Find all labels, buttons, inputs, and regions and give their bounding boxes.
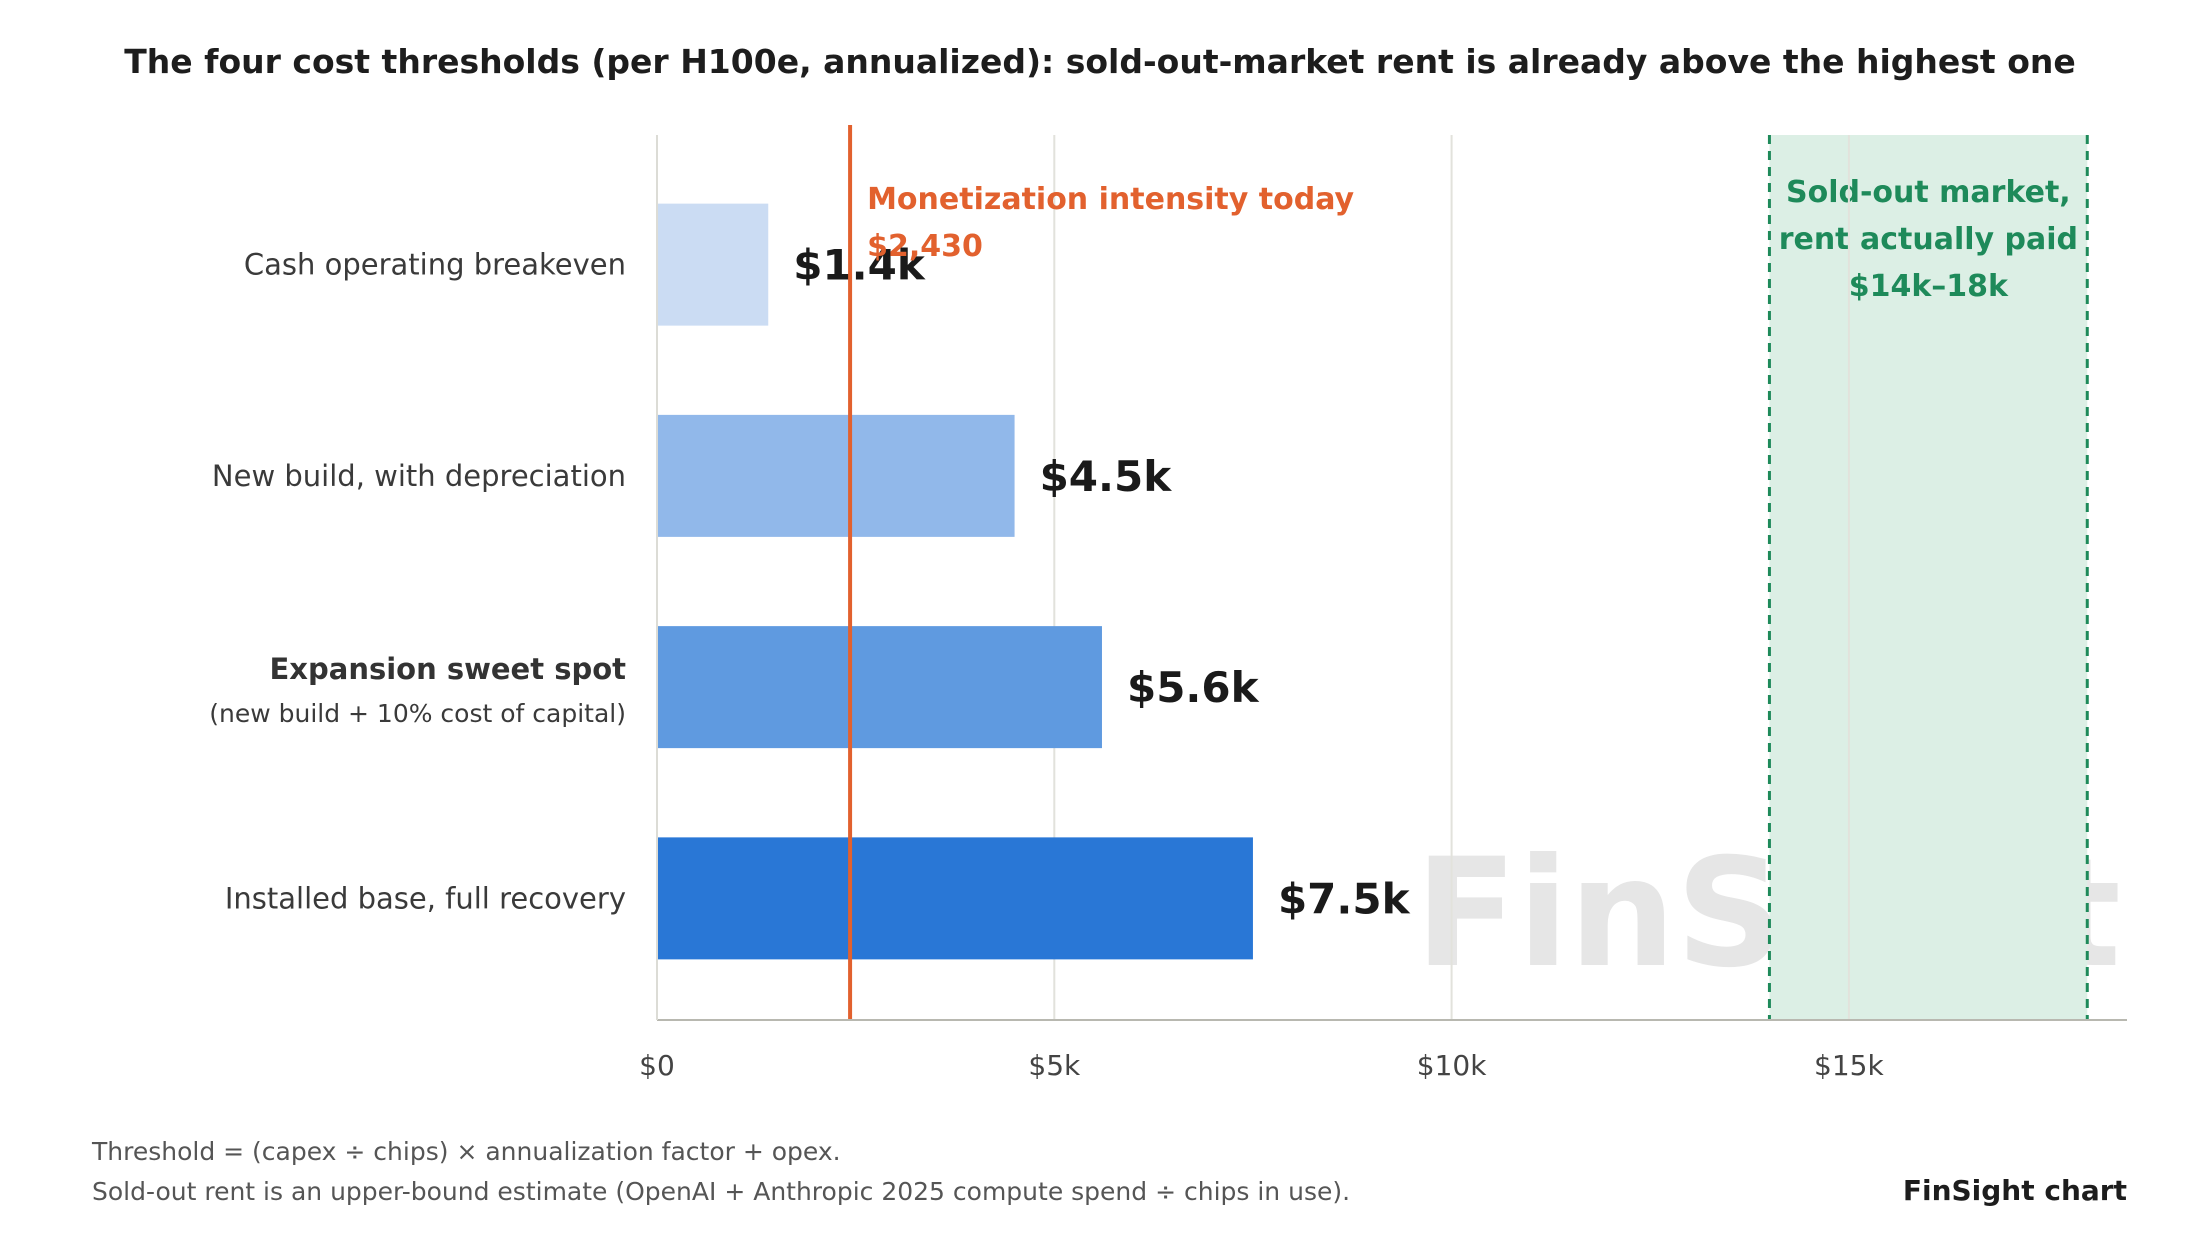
footnote-1: Threshold = (capex ÷ chips) × annualizat…: [91, 1137, 841, 1166]
chart-title: The four cost thresholds (per H100e, ann…: [124, 42, 2076, 81]
shaded-band: [1769, 135, 2088, 1020]
bar: [657, 414, 1015, 537]
x-axis: $0 $5k $10k $15k: [639, 135, 2127, 1082]
shaded-band-label-line: rent actually paid: [1779, 222, 2078, 257]
shaded-band-label-line: Sold-out market,: [1786, 175, 2071, 210]
category-label: Cash operating breakeven: [244, 248, 626, 282]
chart-credit: FinSight chart: [1903, 1174, 2127, 1207]
bars: $1.4k Cash operating breakeven $4.5k New bu…: [209, 203, 1411, 960]
category-label: New build, with depreciation: [212, 459, 626, 493]
reference-line-label: Monetization intensity today: [867, 182, 1354, 217]
x-tick-label: $15k: [1814, 1049, 1884, 1082]
x-tick-label: $5k: [1028, 1049, 1081, 1082]
footnote-2: Sold-out rent is an upper-bound estimate…: [92, 1177, 1350, 1206]
bar: [657, 626, 1102, 749]
shaded-band-group: Sold-out market, rent actually paid $14k–1…: [1767, 135, 2089, 1020]
category-sublabel: (new build + 10% cost of capital): [209, 699, 626, 728]
bar-value-label: $5.6k: [1127, 663, 1260, 712]
category-label: Installed base, full recovery: [225, 881, 626, 915]
bar-value-label: $1.4k: [793, 241, 926, 290]
x-tick-label: $10k: [1417, 1049, 1487, 1082]
bar: [657, 203, 769, 326]
shaded-band-label-line: $14k–18k: [1849, 269, 2009, 304]
x-tick-label: $0: [639, 1049, 675, 1082]
category-label: Expansion sweet spot: [269, 652, 626, 686]
reference-line-group: Monetization intensity today $2,430: [848, 125, 1355, 1020]
bar-value-label: $7.5k: [1278, 874, 1411, 923]
reference-line-value: $2,430: [867, 229, 983, 264]
bar-value-label: $4.5k: [1040, 452, 1173, 501]
bar: [657, 837, 1253, 960]
